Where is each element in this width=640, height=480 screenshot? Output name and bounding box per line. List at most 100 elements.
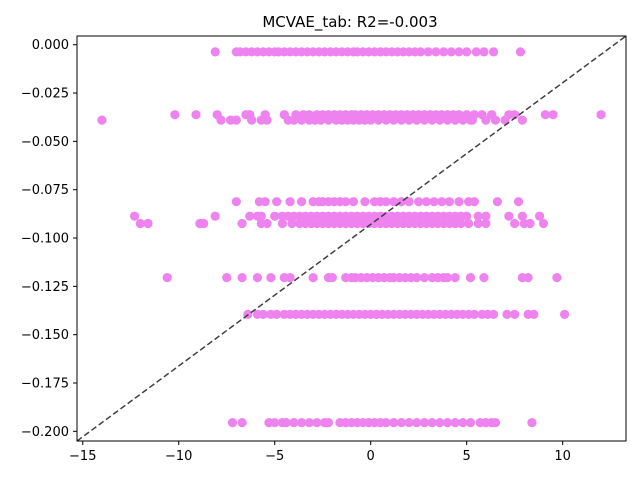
data-point <box>412 418 422 428</box>
data-point <box>427 418 437 428</box>
data-point <box>245 211 255 221</box>
data-point <box>469 309 479 319</box>
data-point <box>421 197 431 207</box>
data-point <box>412 273 422 283</box>
data-point <box>287 218 297 229</box>
x-tick-label: −5 <box>265 449 284 464</box>
data-point <box>216 115 226 125</box>
data-point <box>412 115 422 125</box>
data-point <box>222 273 232 283</box>
data-point <box>247 115 257 125</box>
data-point <box>488 309 499 319</box>
data-point <box>437 197 447 207</box>
data-point <box>527 418 537 428</box>
data-point <box>97 115 107 125</box>
data-point <box>381 418 391 428</box>
data-point <box>389 115 399 125</box>
chart-title: MCVAE_tab: R2=-0.003 <box>262 13 437 32</box>
data-point <box>199 218 209 229</box>
data-point <box>596 110 606 120</box>
data-point <box>389 197 399 207</box>
data-point <box>510 218 520 229</box>
data-point <box>289 115 299 125</box>
data-point <box>272 309 282 319</box>
data-point <box>517 115 527 125</box>
data-point <box>237 273 247 283</box>
y-tick-label: −0.150 <box>21 328 69 343</box>
y-tick-label: −0.075 <box>21 183 69 198</box>
data-point <box>170 110 180 120</box>
data-point <box>404 197 414 207</box>
data-point <box>258 309 268 319</box>
y-tick-label: −0.050 <box>21 135 69 150</box>
plot-area <box>77 36 626 441</box>
data-point <box>467 115 478 125</box>
data-point <box>143 218 153 229</box>
data-point <box>473 218 483 229</box>
data-point <box>231 197 241 207</box>
data-point <box>389 418 399 428</box>
data-point <box>442 115 453 125</box>
data-point <box>256 211 266 221</box>
data-point <box>277 218 287 229</box>
data-point <box>559 309 570 319</box>
y-tick-label: −0.175 <box>21 377 69 392</box>
data-point <box>260 197 270 207</box>
data-point <box>442 418 453 428</box>
data-point <box>538 218 549 229</box>
data-point <box>404 115 414 125</box>
data-point <box>419 115 430 125</box>
data-point <box>502 309 512 319</box>
data-point <box>285 197 295 207</box>
data-point <box>270 211 280 221</box>
data-point <box>510 110 520 120</box>
data-point <box>492 197 502 207</box>
data-point <box>488 47 499 57</box>
data-point <box>450 273 460 283</box>
data-point <box>308 273 318 283</box>
data-point <box>396 115 407 125</box>
data-point <box>272 197 282 207</box>
data-point <box>456 218 466 229</box>
data-point <box>490 418 501 428</box>
data-point <box>227 418 238 428</box>
data-point <box>237 418 247 428</box>
data-point <box>396 418 407 428</box>
data-point <box>429 197 439 207</box>
data-point <box>479 47 489 57</box>
data-points <box>97 47 606 428</box>
data-point <box>462 47 472 57</box>
data-point <box>285 273 295 283</box>
data-point <box>423 47 433 57</box>
data-point <box>381 197 391 207</box>
data-point <box>552 273 562 283</box>
data-point <box>281 418 291 428</box>
data-point <box>414 197 424 207</box>
data-point <box>471 47 481 57</box>
y-axis: 0.000 −0.025 −0.050 −0.075 −0.100 −0.125 −0.15… <box>21 38 77 440</box>
data-point <box>523 273 533 283</box>
data-point <box>360 197 370 207</box>
data-point <box>231 115 241 125</box>
data-point <box>341 197 351 207</box>
data-point <box>262 218 272 229</box>
data-point <box>458 418 468 428</box>
x-tick-label: 5 <box>463 449 471 464</box>
data-point <box>289 418 299 428</box>
data-point <box>191 110 201 120</box>
data-point <box>296 115 307 125</box>
data-point <box>444 197 454 207</box>
data-point <box>431 47 441 57</box>
data-point <box>481 115 491 125</box>
data-point <box>427 115 437 125</box>
x-tick-label: −15 <box>69 449 96 464</box>
data-point <box>465 273 476 283</box>
data-point <box>348 197 359 207</box>
data-point <box>481 211 491 221</box>
data-point <box>373 115 383 125</box>
data-point <box>266 273 276 283</box>
data-point <box>454 197 464 207</box>
x-tick-label: −10 <box>165 449 192 464</box>
